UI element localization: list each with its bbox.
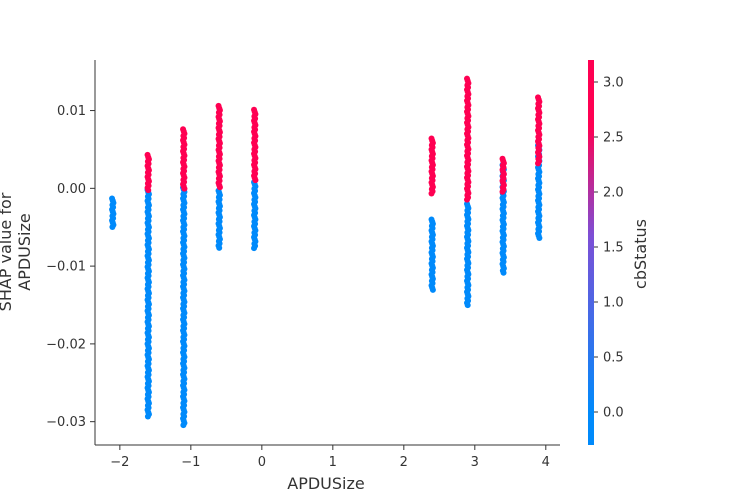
y-tick-label: −0.02	[46, 337, 86, 352]
y-tick-label: 0.01	[57, 104, 86, 119]
x-axis-ticks: −2 −1 0 1 2 3 4	[110, 445, 550, 470]
y-axis-ticks: −0.03 −0.02 −0.01 0.00 0.01	[46, 104, 95, 430]
x-tick-label: −2	[110, 455, 129, 470]
colorbar	[588, 60, 594, 445]
data-point	[216, 244, 223, 251]
data-point	[429, 286, 436, 293]
data-point	[144, 413, 151, 420]
data-point	[536, 234, 543, 241]
colorbar-label: cbStatus	[631, 219, 650, 289]
x-tick-label: 3	[471, 455, 479, 470]
data-point	[251, 245, 258, 252]
colorbar-tick-label: 3.0	[603, 76, 624, 91]
data-point	[252, 177, 259, 184]
y-tick-label: −0.01	[46, 260, 86, 275]
x-tick-label: 0	[258, 455, 266, 470]
scatter-points	[109, 75, 543, 429]
data-point	[500, 269, 507, 276]
data-point	[428, 190, 435, 197]
data-point	[181, 185, 188, 192]
x-tick-label: 2	[400, 455, 408, 470]
colorbar-tick-label: 0.5	[603, 351, 624, 366]
y-tick-label: −0.03	[46, 415, 86, 430]
colorbar-ticks: 0.0 0.5 1.0 1.5 2.0 2.5 3.0	[594, 76, 624, 421]
colorbar-tick-label: 2.0	[603, 186, 624, 201]
data-point	[145, 187, 152, 194]
data-point	[535, 160, 542, 167]
colorbar-tick-label: 1.5	[603, 241, 624, 256]
colorbar-tick-label: 2.5	[603, 131, 624, 146]
data-point	[216, 184, 223, 191]
x-axis-label: APDUSize	[287, 474, 364, 493]
colorbar-tick-label: 1.0	[603, 296, 624, 311]
x-tick-label: −1	[181, 455, 200, 470]
data-point	[180, 422, 187, 429]
data-point	[464, 196, 471, 203]
data-point	[499, 188, 506, 195]
data-point	[464, 302, 471, 309]
data-point	[109, 224, 116, 231]
colorbar-tick-label: 0.0	[603, 406, 624, 421]
y-axis-label: SHAP value forAPDUSize	[0, 192, 34, 311]
y-tick-label: 0.00	[57, 182, 86, 197]
x-tick-label: 4	[542, 455, 550, 470]
x-tick-label: 1	[329, 455, 337, 470]
